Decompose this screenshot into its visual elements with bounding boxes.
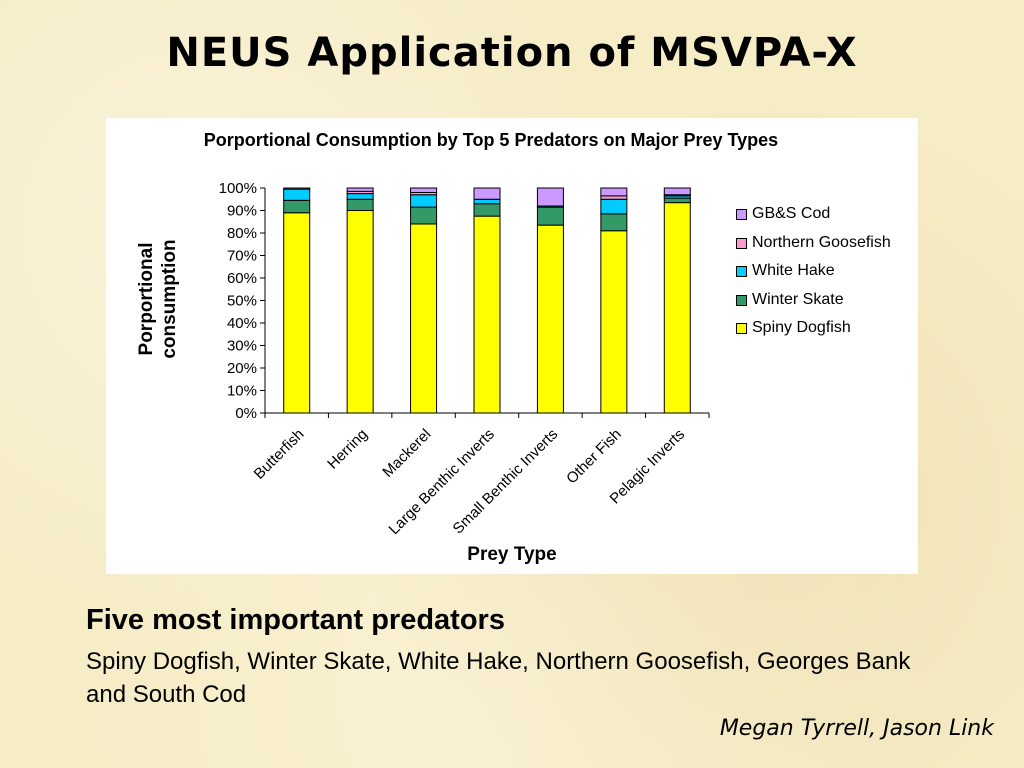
y-tick-label: 90% xyxy=(227,203,257,220)
bar-segment xyxy=(473,215,501,414)
bar-segment xyxy=(410,206,438,225)
bar-segment xyxy=(600,187,628,197)
bar-segment xyxy=(283,188,311,201)
y-tick-label: 60% xyxy=(227,270,257,287)
x-axis-title: Prey Type xyxy=(467,544,556,565)
y-tick-label: 10% xyxy=(227,383,257,400)
y-tick-label: 0% xyxy=(235,405,257,422)
bar-segment xyxy=(346,210,374,414)
bar-segment xyxy=(473,187,501,200)
legend-label: White Hake xyxy=(752,262,835,279)
stacked-bar-chart: 0% 10% 20% 30% 40% 50% 60% 70% 80% 90% 100% Butterf… xyxy=(136,180,710,565)
predators-text: Spiny Dogfish, Winter Skate, White Hake,… xyxy=(86,648,911,708)
bar-segment xyxy=(283,187,311,190)
bar-segment xyxy=(346,198,374,211)
bar-segment xyxy=(410,187,438,193)
bar-segment xyxy=(410,223,438,414)
x-tick-label: Herring xyxy=(324,426,371,473)
slide-title: NEUS Application of MSVPA-X xyxy=(166,30,858,76)
bar-segment xyxy=(600,230,628,414)
bar-segment xyxy=(283,212,311,414)
legend-label: Spiny Dogfish xyxy=(752,319,851,336)
authors-credit: Megan Tyrrell, Jason Link xyxy=(719,716,994,741)
x-tick-label: Large Benthic Inverts xyxy=(386,426,498,538)
bar-segment xyxy=(600,213,628,232)
bar-segment xyxy=(536,206,564,226)
x-tick-label: Butterfish xyxy=(251,426,308,483)
legend-label: Winter Skate xyxy=(752,290,844,308)
bar-segment xyxy=(283,199,311,214)
bar-segment xyxy=(536,224,564,414)
bar-segment xyxy=(600,195,628,200)
legend-swatch xyxy=(736,237,747,249)
legend-swatch xyxy=(736,323,747,334)
bar-segment xyxy=(346,193,374,200)
y-axis-title: Porportional consumption xyxy=(136,239,180,358)
bar-segment xyxy=(346,187,374,192)
y-tick-label: 70% xyxy=(227,248,257,265)
legend-swatch xyxy=(736,209,747,220)
y-tick-label: 30% xyxy=(227,338,257,355)
x-tick-label: Other Fish xyxy=(563,426,625,488)
bar-segment xyxy=(663,187,691,196)
chart-title: Porportional Consumption by Top 5 Predat… xyxy=(203,130,779,150)
chart-panel: 0% 10% 20% 30% 40% 50% 60% 70% 80% 90% 100% Butterf… xyxy=(106,118,918,574)
y-tick-label: 50% xyxy=(227,293,257,310)
legend-label: GB&S Cod xyxy=(752,205,831,222)
bar-segment xyxy=(536,187,564,207)
bar-segment xyxy=(473,198,501,205)
y-tick-label: 20% xyxy=(227,360,257,377)
predators-heading: Five most important predators xyxy=(86,604,505,636)
x-tick-label: Mackerel xyxy=(379,426,434,481)
bar-segment xyxy=(600,198,628,215)
bar-segment xyxy=(473,203,501,217)
legend-swatch xyxy=(736,294,747,306)
legend-label: Northern Goosefish xyxy=(752,233,891,251)
legend-swatch xyxy=(736,266,747,277)
y-tick-label: 80% xyxy=(227,225,257,242)
x-tick-label: Small Benthic Inverts xyxy=(450,426,562,538)
y-tick-label: 100% xyxy=(219,180,257,197)
y-tick-label: 40% xyxy=(227,315,257,332)
bar-segment xyxy=(663,202,691,414)
bar-segment xyxy=(663,197,691,204)
bar-segment xyxy=(410,194,438,208)
